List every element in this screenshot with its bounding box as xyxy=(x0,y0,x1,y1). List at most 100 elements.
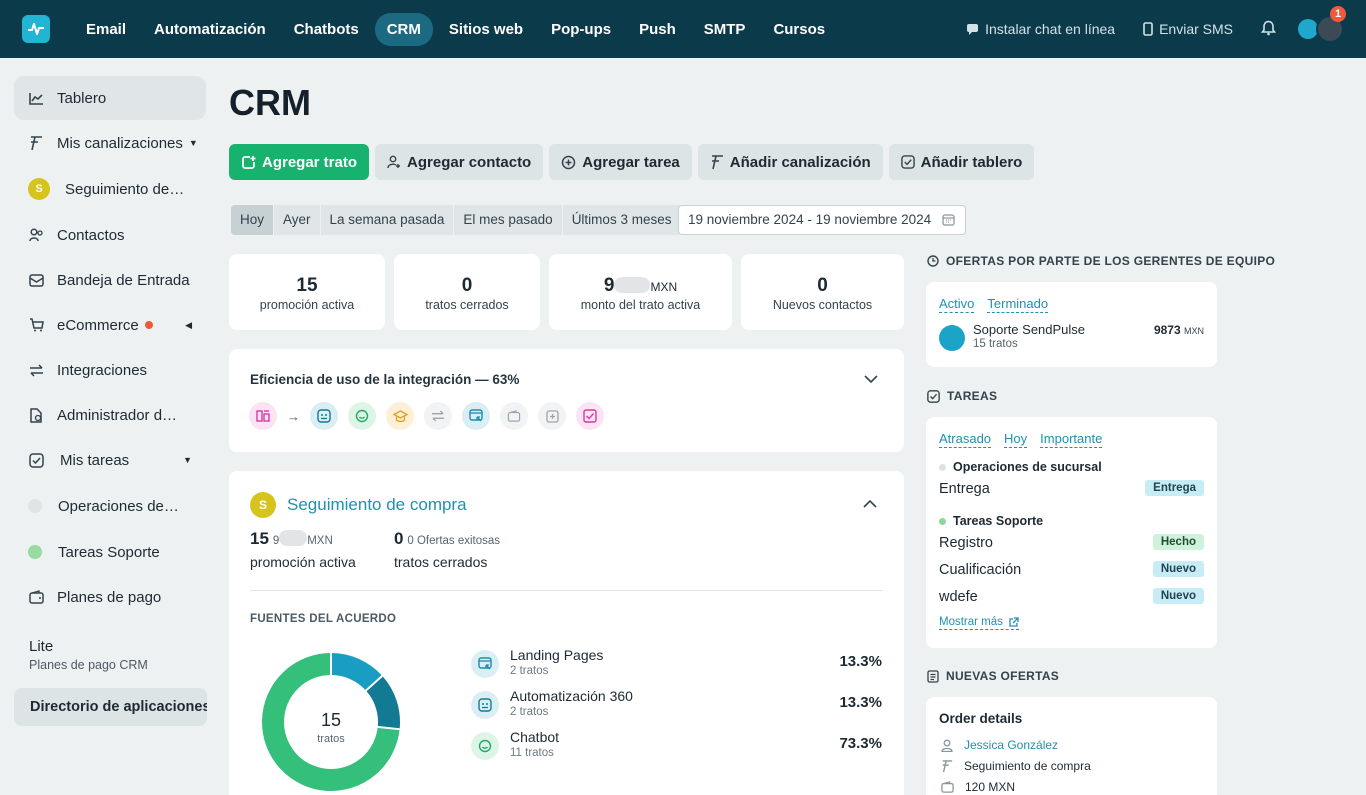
stat-new-contacts: 0 Nuevos contactos xyxy=(741,254,904,330)
tab-overdue[interactable]: Atrasado xyxy=(939,431,992,448)
sidebar-item-label: Tablero xyxy=(57,89,107,107)
add-task-button[interactable]: Agregar tarea xyxy=(549,144,692,180)
filter-yesterday[interactable]: Ayer xyxy=(274,205,321,235)
sidebar-item-branch-operations[interactable]: Operaciones de sucursal xyxy=(14,484,206,528)
nav-courses[interactable]: Cursos xyxy=(773,20,826,38)
new-offer-card[interactable]: Order details Jessica González Seguimien… xyxy=(926,697,1217,795)
sidebar-item-integrations[interactable]: Integraciones xyxy=(14,348,206,392)
chevron-up-icon[interactable] xyxy=(863,499,877,508)
sidebar-item-inbox[interactable]: Bandeja de Entrada xyxy=(14,258,206,302)
stat-label: promoción activa xyxy=(259,298,355,312)
sidebar-item-billing[interactable]: Planes de pago xyxy=(14,575,206,619)
active-amount-prefix: 9 xyxy=(272,535,280,547)
sidebar-item-my-tasks[interactable]: Mis tareas ▼ xyxy=(14,438,206,482)
task-item[interactable]: Cualificación xyxy=(939,562,1022,578)
status-badge: Entrega xyxy=(1145,480,1204,496)
sidebar-item-pipelines[interactable]: Mis canalizaciones ▼ xyxy=(14,121,206,165)
sync-integration-icon[interactable] xyxy=(424,402,452,430)
account-menu[interactable]: 1 xyxy=(1298,6,1352,44)
bell-icon[interactable] xyxy=(1260,20,1277,39)
task-group-label: Tareas Soporte xyxy=(953,514,1044,528)
donut-slice-gap xyxy=(364,674,384,692)
tab-active[interactable]: Activo xyxy=(939,296,975,313)
pipeline-name-link[interactable]: Seguimiento de compra xyxy=(287,495,467,514)
add-task-label: Agregar tarea xyxy=(582,153,680,171)
sidebar-item-label: Bandeja de Entrada xyxy=(57,271,190,289)
add-deal-button[interactable]: Agregar trato xyxy=(229,144,370,180)
sidebar-item-label: Mis tareas xyxy=(60,451,130,469)
chevron-down-icon[interactable] xyxy=(864,375,878,384)
donut-slice-landing-pages[interactable] xyxy=(330,653,383,691)
active-count: 15 xyxy=(250,529,269,548)
nav-crm[interactable]: CRM xyxy=(374,12,433,46)
nav-chatbots[interactable]: Chatbots xyxy=(293,20,359,38)
tab-important[interactable]: Importante xyxy=(1040,431,1103,448)
sidebar-item-pipeline-purchase[interactable]: S Seguimiento de compra xyxy=(14,167,206,211)
app-directory-button[interactable]: Directorio de aplicaciones xyxy=(14,688,207,726)
filter-today[interactable]: Hoy xyxy=(231,205,275,235)
sidebar-item-file-manager[interactable]: Administrador de archivos xyxy=(14,393,206,437)
nav-websites[interactable]: Sitios web xyxy=(448,20,524,38)
cart-icon xyxy=(28,317,44,333)
sidebar-item-dashboard[interactable]: Tablero xyxy=(14,76,206,120)
offer-contact-link[interactable]: Jessica González xyxy=(964,738,1059,752)
integration-icons: → xyxy=(249,402,604,430)
add-widget-integration-icon[interactable] xyxy=(538,402,566,430)
tab-today[interactable]: Hoy xyxy=(1004,431,1028,448)
add-contact-label: Agregar contacto xyxy=(407,153,532,171)
nav-smtp[interactable]: SMTP xyxy=(703,20,746,38)
nav-push[interactable]: Push xyxy=(639,20,676,38)
offer-amount-row: 120 MXN xyxy=(941,780,1015,794)
sendpulse-logo[interactable] xyxy=(22,15,50,43)
sidebar-item-contacts[interactable]: Contactos xyxy=(14,213,206,257)
nav-email[interactable]: Email xyxy=(86,20,127,38)
sidebar-item-label: Integraciones xyxy=(57,361,148,379)
add-task-icon xyxy=(561,155,576,169)
add-board-button[interactable]: Añadir tablero xyxy=(888,144,1035,180)
add-contact-icon xyxy=(387,155,401,169)
task-group-branch: Operaciones de sucursal xyxy=(939,460,1102,474)
task-item[interactable]: Registro xyxy=(939,535,993,551)
add-contact-button[interactable]: Agregar contacto xyxy=(375,144,544,180)
action-toolbar: Agregar trato Agregar contacto Agregar t… xyxy=(229,144,1035,180)
add-pipeline-button[interactable]: Añadir canalización xyxy=(697,144,883,180)
funnel-icon xyxy=(711,154,723,169)
chatbot-integration-icon[interactable] xyxy=(348,402,376,430)
task-item[interactable]: Entrega xyxy=(939,481,990,497)
chart-line-icon xyxy=(28,90,44,106)
status-dot xyxy=(28,545,42,559)
install-chat-link[interactable]: Instalar chat en línea xyxy=(966,21,1115,37)
donut-slice-chatbot[interactable] xyxy=(262,653,400,791)
plan-name: Lite xyxy=(29,638,54,655)
sidebar-item-label: Contactos xyxy=(57,226,125,244)
efficiency-title: Eficiencia de uso de la integración — 63… xyxy=(250,372,520,387)
source-name: Landing Pages xyxy=(510,647,604,663)
donut-slice-automatizaci-n-360[interactable] xyxy=(365,675,400,730)
redacted-amount xyxy=(279,530,308,546)
manager-avatar xyxy=(939,325,965,351)
source-count: 2 tratos xyxy=(510,706,549,718)
wallet-integration-icon[interactable] xyxy=(500,402,528,430)
show-more-link[interactable]: Mostrar más xyxy=(939,616,1019,630)
forms-integration-icon[interactable] xyxy=(249,402,277,430)
nav-automation[interactable]: Automatización xyxy=(154,20,266,38)
filter-last-month[interactable]: El mes pasado xyxy=(454,205,563,235)
chat-icon xyxy=(967,23,979,35)
filter-last-week[interactable]: La semana pasada xyxy=(321,205,455,235)
tab-finished[interactable]: Terminado xyxy=(987,296,1049,313)
automation-icon xyxy=(471,691,499,719)
manager-amount: 9873 xyxy=(1153,323,1181,337)
task-item[interactable]: wdefe xyxy=(939,589,978,605)
send-sms-link[interactable]: Enviar SMS xyxy=(1143,21,1233,37)
sidebar-item-ecommerce[interactable]: eCommerce ◀ xyxy=(14,303,206,347)
courses-integration-icon[interactable] xyxy=(386,402,414,430)
landing-integration-icon[interactable] xyxy=(462,402,490,430)
automation-integration-icon[interactable] xyxy=(310,402,338,430)
sidebar-item-support-tasks[interactable]: Tareas Soporte xyxy=(14,530,206,574)
nav-popups[interactable]: Pop-ups xyxy=(551,20,612,38)
analytics-integration-icon[interactable] xyxy=(576,402,604,430)
page-title: CRM xyxy=(229,82,311,123)
pipeline-closed-kpi: 0 0 Ofertas exitosas tratos cerrados xyxy=(394,529,500,570)
date-range-picker[interactable]: 19 noviembre 2024 - 19 noviembre 2024 xyxy=(678,205,966,235)
filter-last-3-months[interactable]: Últimos 3 meses xyxy=(563,205,682,235)
